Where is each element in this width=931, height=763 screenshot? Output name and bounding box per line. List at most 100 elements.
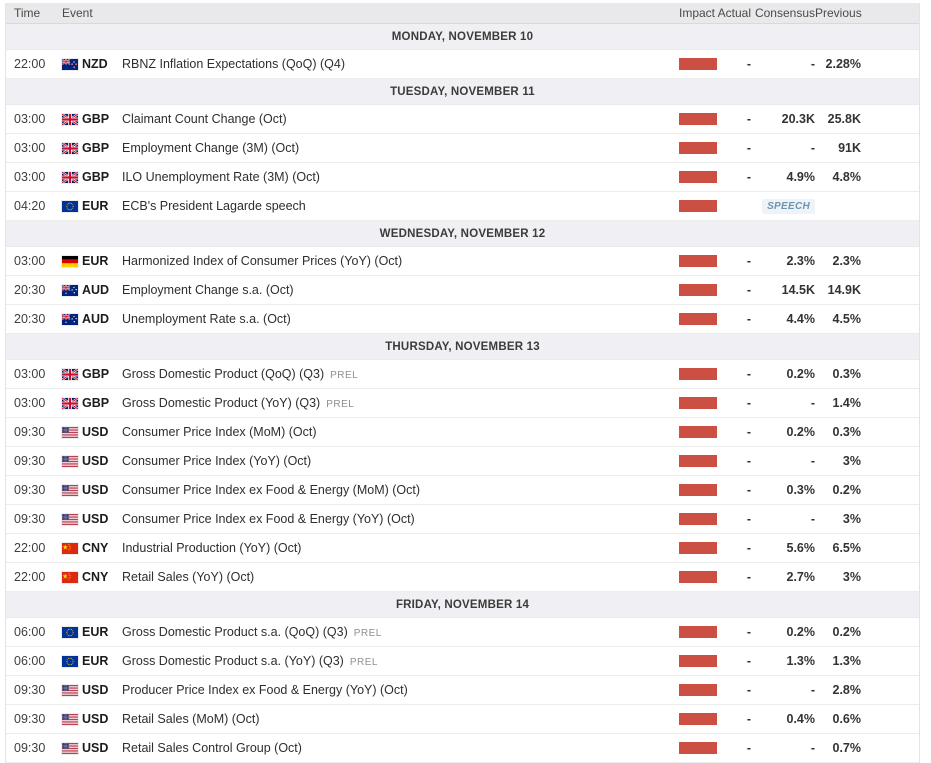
event-name: Producer Price Index ex Food & Energy (Y… [122, 683, 408, 697]
prel-tag: PREL [349, 657, 378, 668]
event-time: 09:30 [14, 741, 46, 755]
day-header-row: TUESDAY, NOVEMBER 11 [6, 79, 919, 105]
flag-us-icon [62, 513, 78, 525]
flag-de-icon [62, 255, 78, 267]
day-header-label: WEDNESDAY, NOVEMBER 12 [379, 227, 546, 240]
impact-bar [679, 684, 717, 696]
event-name: Claimant Count Change (Oct) [122, 112, 287, 126]
flag-cn-icon [62, 571, 78, 583]
consensus-value: - [810, 683, 815, 697]
currency-code: USD [82, 683, 109, 697]
event-row[interactable]: 20:30 AUD Employment Change s.a. (Oct) -… [6, 276, 919, 305]
consensus-value: - [810, 512, 815, 526]
event-row[interactable]: 09:30 USD Consumer Price Index ex Food &… [6, 476, 919, 505]
previous-value: 0.2% [832, 483, 862, 497]
previous-value: 2.8% [832, 683, 862, 697]
impact-cell [679, 655, 717, 667]
event-time: 06:00 [14, 654, 46, 668]
impact-cell [679, 484, 717, 496]
impact-cell [679, 113, 717, 125]
event-name: Gross Domestic Product (QoQ) (Q3) [122, 367, 325, 381]
event-name: ILO Unemployment Rate (3M) (Oct) [122, 170, 320, 184]
speech-badge[interactable]: SPEECH [762, 199, 815, 214]
event-time: 09:30 [14, 683, 46, 697]
event-row[interactable]: 03:00 GBP Claimant Count Change (Oct) - … [6, 105, 919, 134]
day-header-label: FRIDAY, NOVEMBER 14 [395, 598, 530, 611]
impact-bar [679, 397, 717, 409]
consensus-value: 4.9% [786, 170, 816, 184]
event-row[interactable]: 09:30 USD Consumer Price Index (YoY) (Oc… [6, 447, 919, 476]
day-header-row: WEDNESDAY, NOVEMBER 12 [6, 221, 919, 247]
event-row[interactable]: 09:30 USD Retail Sales Control Group (Oc… [6, 734, 919, 763]
currency-code: USD [82, 425, 109, 439]
currency-code: USD [82, 454, 109, 468]
flag-au-icon [62, 313, 78, 325]
impact-cell [679, 313, 717, 325]
event-time: 03:00 [14, 141, 46, 155]
event-row[interactable]: 09:30 USD Consumer Price Index (MoM) (Oc… [6, 418, 919, 447]
event-time: 22:00 [14, 541, 46, 555]
consensus-value: 20.3K [781, 112, 815, 126]
flag-uk-icon [62, 113, 78, 125]
currency-code: USD [82, 712, 109, 726]
event-time: 20:30 [14, 283, 46, 297]
consensus-value: - [810, 57, 815, 71]
event-row[interactable]: 03:00 GBP Gross Domestic Product (YoY) (… [6, 389, 919, 418]
consensus-value: 0.2% [786, 425, 816, 439]
event-row[interactable]: 04:20 EUR ECB's President Lagarde speech… [6, 192, 919, 221]
day-header-row: FRIDAY, NOVEMBER 14 [6, 592, 919, 618]
flag-cn-icon [62, 542, 78, 554]
previous-value: 91K [838, 141, 861, 155]
consensus-value: - [810, 396, 815, 410]
event-time: 09:30 [14, 425, 46, 439]
event-row[interactable]: 22:00 CNY Retail Sales (YoY) (Oct) - 2.7… [6, 563, 919, 592]
currency-code: GBP [82, 367, 110, 381]
day-header-label: MONDAY, NOVEMBER 10 [391, 30, 534, 43]
event-row[interactable]: 03:00 GBP Gross Domestic Product (QoQ) (… [6, 360, 919, 389]
event-row[interactable]: 09:30 USD Producer Price Index ex Food &… [6, 676, 919, 705]
actual-value: - [746, 512, 751, 526]
event-row[interactable]: 06:00 EUR Gross Domestic Product s.a. (Q… [6, 618, 919, 647]
event-row[interactable]: 03:00 GBP Employment Change (3M) (Oct) -… [6, 134, 919, 163]
previous-value: 3% [842, 512, 861, 526]
consensus-value: - [810, 741, 815, 755]
consensus-value: 0.2% [786, 367, 816, 381]
impact-bar [679, 142, 717, 154]
currency-code: EUR [82, 654, 109, 668]
event-row[interactable]: 03:00 EUR Harmonized Index of Consumer P… [6, 247, 919, 276]
previous-value: 2.28% [825, 57, 861, 71]
event-time: 03:00 [14, 112, 46, 126]
event-name: ECB's President Lagarde speech [122, 199, 306, 213]
actual-value: - [746, 425, 751, 439]
event-row[interactable]: 09:30 USD Retail Sales (MoM) (Oct) - 0.4… [6, 705, 919, 734]
event-time: 03:00 [14, 396, 46, 410]
impact-cell [679, 284, 717, 296]
flag-uk-icon [62, 368, 78, 380]
impact-bar [679, 484, 717, 496]
event-time: 03:00 [14, 170, 46, 184]
event-row[interactable]: 20:30 AUD Unemployment Rate s.a. (Oct) -… [6, 305, 919, 334]
actual-value: - [746, 654, 751, 668]
previous-value: 1.4% [832, 396, 862, 410]
day-header-label: THURSDAY, NOVEMBER 13 [385, 340, 540, 353]
day-header-row: THURSDAY, NOVEMBER 13 [6, 334, 919, 360]
currency-code: EUR [82, 199, 109, 213]
event-time: 09:30 [14, 454, 46, 468]
column-header-previous: Previous [815, 6, 862, 20]
column-header-impact: Impact [679, 6, 716, 20]
event-row[interactable]: 09:30 USD Consumer Price Index ex Food &… [6, 505, 919, 534]
event-row[interactable]: 22:00 CNY Industrial Production (YoY) (O… [6, 534, 919, 563]
event-row[interactable]: 03:00 GBP ILO Unemployment Rate (3M) (Oc… [6, 163, 919, 192]
day-header-label: TUESDAY, NOVEMBER 11 [390, 85, 535, 98]
event-row[interactable]: 06:00 EUR Gross Domestic Product s.a. (Y… [6, 647, 919, 676]
flag-us-icon [62, 713, 78, 725]
previous-value: 0.2% [832, 625, 862, 639]
table-header-row: Time Event Impact Actual Consensus Previ… [6, 3, 919, 24]
impact-bar [679, 571, 717, 583]
event-time: 09:30 [14, 512, 46, 526]
column-header-time: Time [14, 6, 41, 20]
currency-code: CNY [82, 541, 109, 555]
event-row[interactable]: 22:00 NZD RBNZ Inflation Expectations (Q… [6, 50, 919, 79]
impact-cell [679, 713, 717, 725]
impact-cell [679, 171, 717, 183]
